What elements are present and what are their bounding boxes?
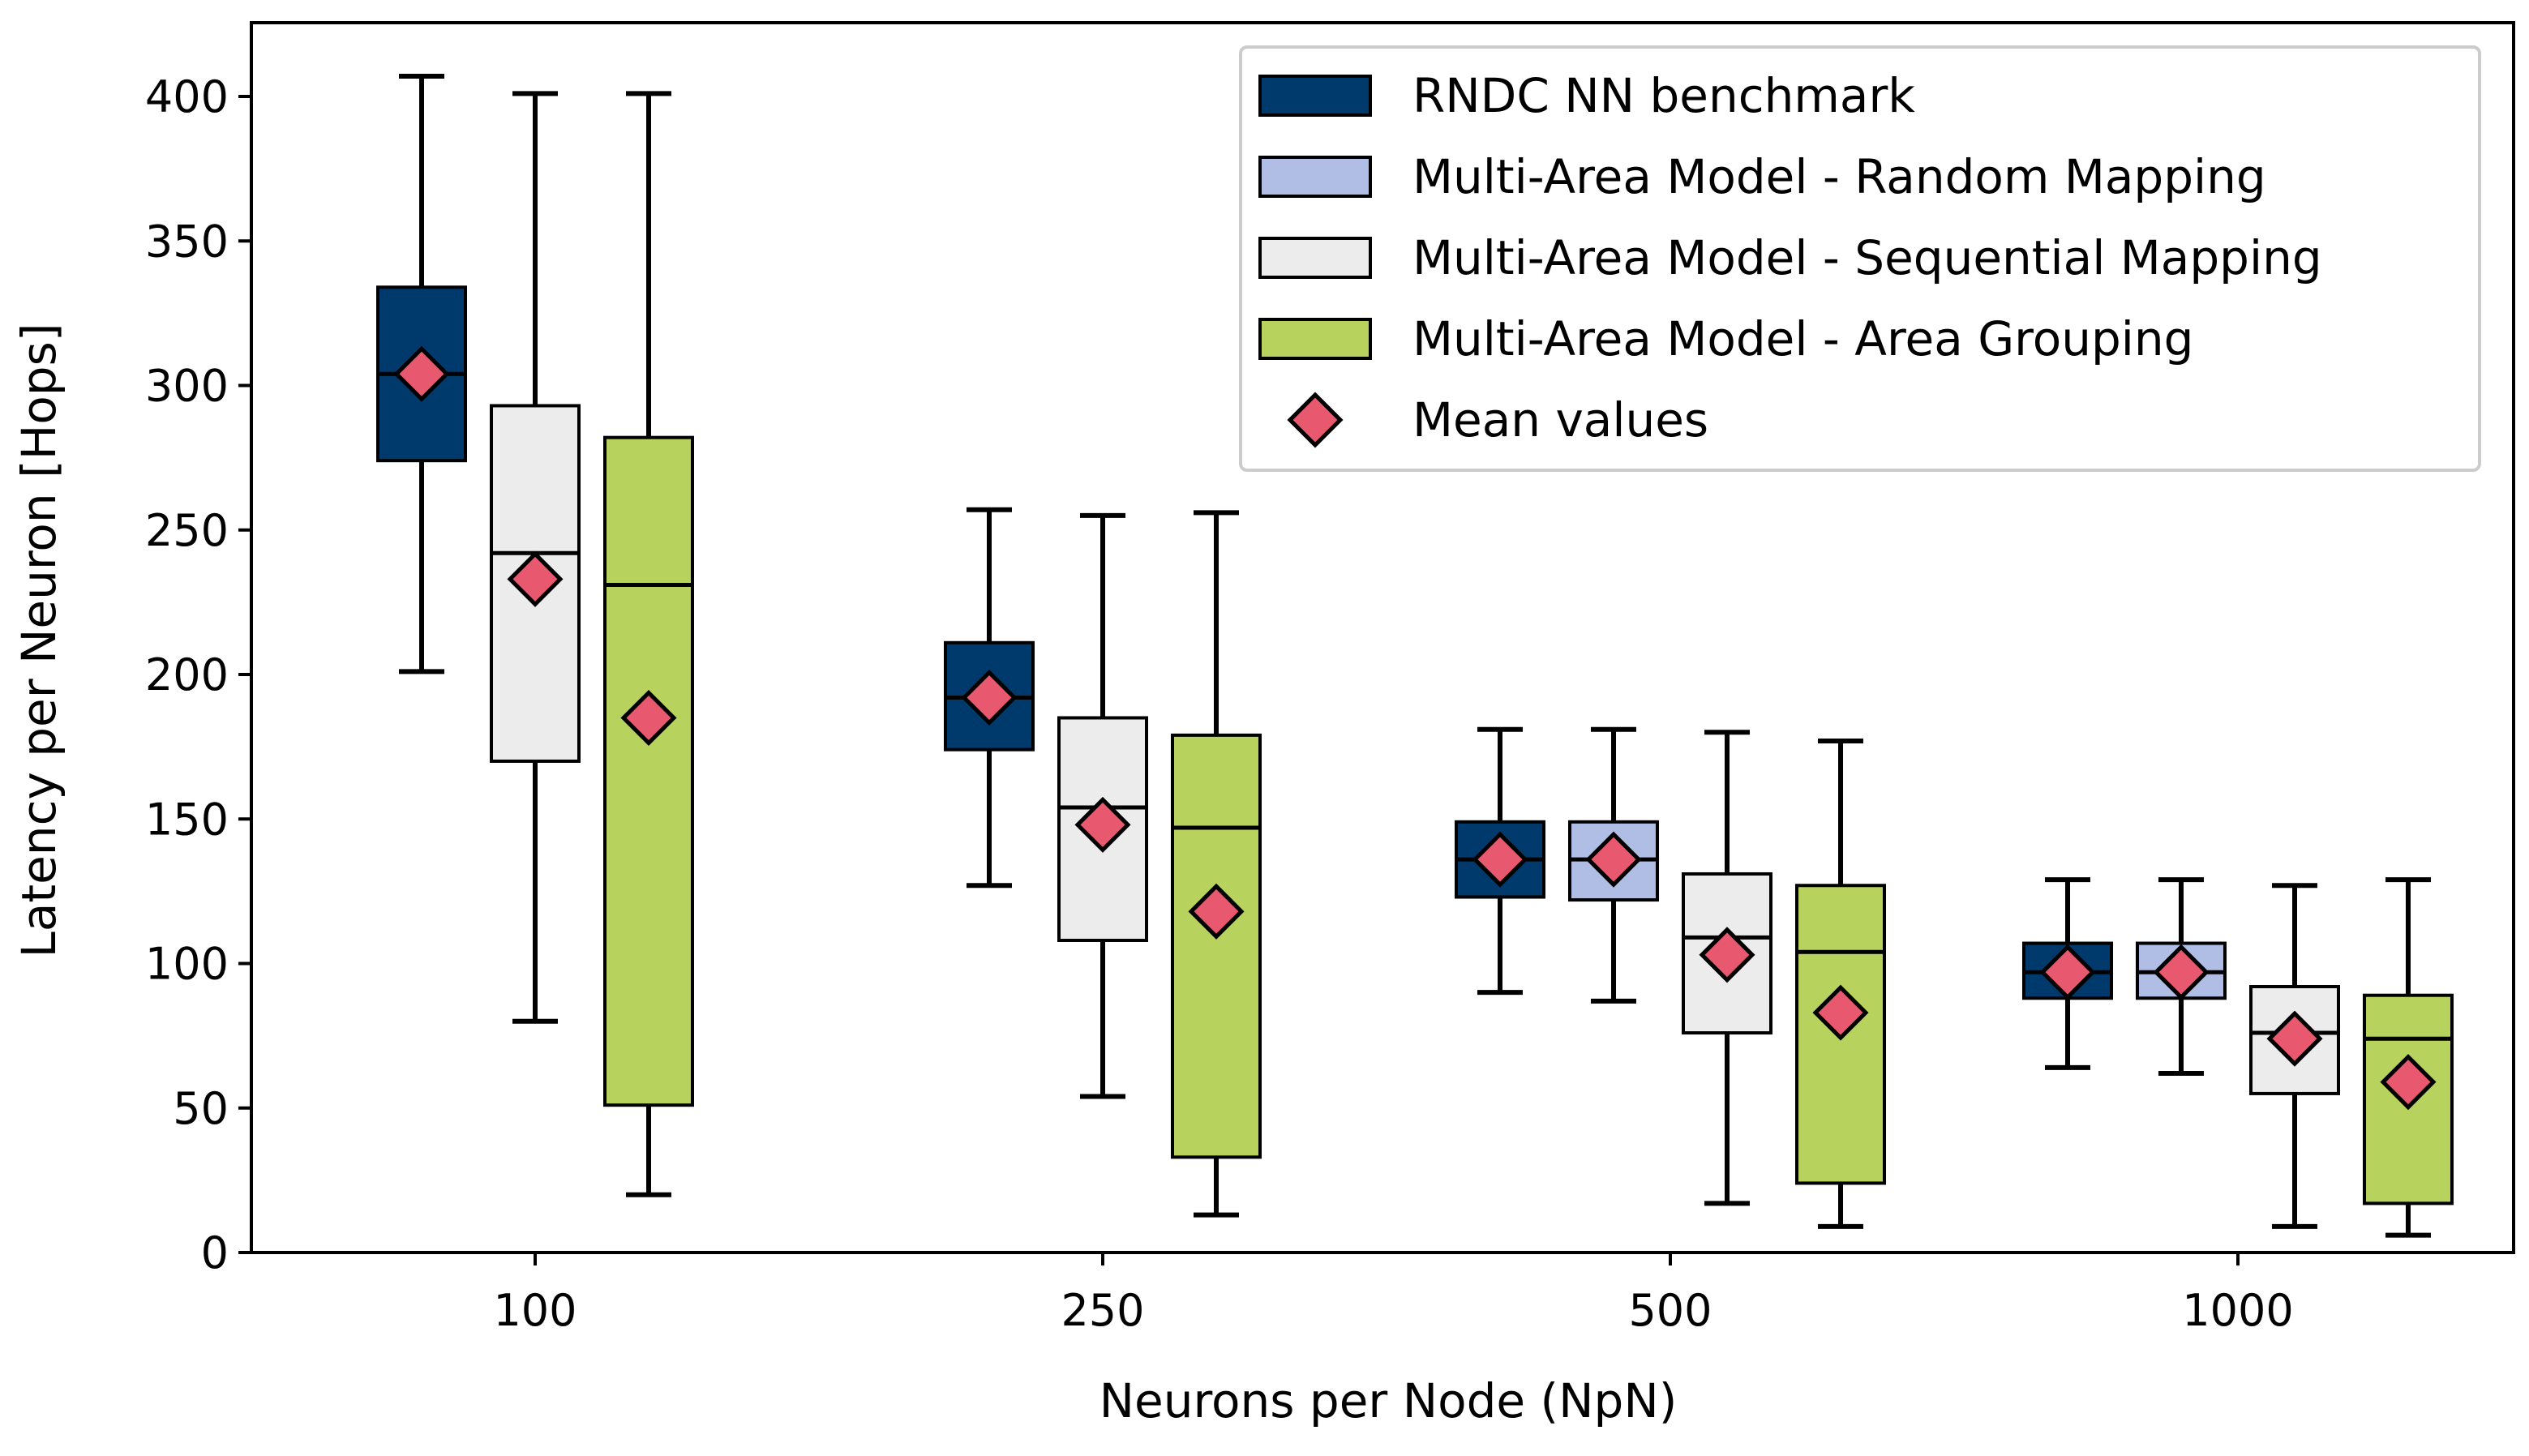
y-tick-label: 100 <box>145 939 229 990</box>
y-tick-label: 150 <box>145 794 229 845</box>
y-axis-label: Latency per Neuron [Hops] <box>11 323 66 958</box>
mean-marker <box>1585 831 1642 888</box>
box-multi-area-model-area-grouping-500 <box>1795 738 1886 1229</box>
box-multi-area-model-random-mapping-1000 <box>2136 877 2227 1076</box>
y-tick-label: 300 <box>145 361 229 412</box>
y-tick-label: 400 <box>145 71 229 122</box>
box-rndc-nn-benchmark-100 <box>376 74 467 674</box>
mean-marker <box>1472 831 1528 888</box>
box-multi-area-model-sequential-mapping-1000 <box>2249 883 2340 1229</box>
box-multi-area-model-sequential-mapping-500 <box>1682 730 1772 1206</box>
plot-frame <box>250 21 2515 1254</box>
y-tick-label: 250 <box>145 505 229 556</box>
box-rndc-nn-benchmark-250 <box>944 507 1035 889</box>
mean-marker <box>1812 984 1869 1041</box>
box-multi-area-model-area-grouping-100 <box>603 91 694 1197</box>
axes: 0 50 100 150 200 250 300 350 400 100 250 500 1000 <box>145 21 2515 1336</box>
y-tick-label: 350 <box>145 216 229 267</box>
legend-swatch <box>1258 75 1372 117</box>
mean-marker <box>393 345 450 402</box>
mean-marker <box>2266 1010 2323 1067</box>
legend-label: Mean values <box>1412 392 1708 448</box>
plot-area <box>376 74 2454 1238</box>
mean-marker <box>2039 944 2096 1000</box>
legend-swatch <box>1258 318 1372 360</box>
legend-item: Multi-Area Model - Area Grouping <box>1258 311 2193 366</box>
mean-marker <box>2380 1054 2437 1111</box>
mean-marker <box>507 550 564 607</box>
legend-label: Multi-Area Model - Sequential Mapping <box>1412 230 2322 285</box>
legend-label: Multi-Area Model - Random Mapping <box>1412 149 2266 204</box>
box-multi-area-model-sequential-mapping-250 <box>1057 512 1148 1099</box>
mean-marker <box>620 689 677 747</box>
legend-frame <box>1239 45 2481 472</box>
mean-marker <box>961 669 1018 726</box>
x-tick-label: 100 <box>493 1285 577 1336</box>
mean-marker <box>1074 796 1131 853</box>
legend-item: RNDC NN benchmark <box>1258 68 1915 123</box>
mean-marker <box>2153 944 2210 1000</box>
box-multi-area-model-random-mapping-500 <box>1568 726 1659 1004</box>
box-multi-area-model-area-grouping-250 <box>1171 510 1262 1218</box>
box-body <box>603 435 694 1107</box>
x-tick-label: 250 <box>1061 1285 1144 1336</box>
y-tick-label: 0 <box>201 1227 229 1278</box>
legend-item: Multi-Area Model - Sequential Mapping <box>1258 230 2322 285</box>
legend-item: Mean values <box>1287 392 1708 448</box>
legend: RNDC NN benchmark Multi-Area Model - Rand… <box>1239 45 2481 472</box>
legend-label: RNDC NN benchmark <box>1412 68 1915 123</box>
mean-marker <box>1699 927 1755 983</box>
box-body <box>2249 985 2340 1095</box>
x-tick-label: 1000 <box>2182 1285 2293 1336</box>
legend-marker <box>1287 392 1344 448</box>
legend-item: Multi-Area Model - Random Mapping <box>1258 149 2266 204</box>
box-rndc-nn-benchmark-500 <box>1455 726 1545 996</box>
legend-swatch <box>1258 237 1372 279</box>
x-axis-label: Neurons per Node (NpN) <box>1099 1373 1678 1428</box>
box-rndc-nn-benchmark-1000 <box>2022 877 2113 1070</box>
legend-label: Multi-Area Model - Area Grouping <box>1412 311 2193 366</box>
y-tick-label: 200 <box>145 649 229 700</box>
box-body <box>1057 716 1148 942</box>
mean-marker <box>1188 883 1245 940</box>
box-multi-area-model-sequential-mapping-100 <box>490 91 581 1024</box>
box-body <box>1171 733 1262 1159</box>
legend-swatch <box>1258 156 1372 198</box>
box-multi-area-model-area-grouping-1000 <box>2363 877 2454 1238</box>
x-tick-label: 500 <box>1628 1285 1712 1336</box>
y-tick-label: 50 <box>173 1083 229 1134</box>
